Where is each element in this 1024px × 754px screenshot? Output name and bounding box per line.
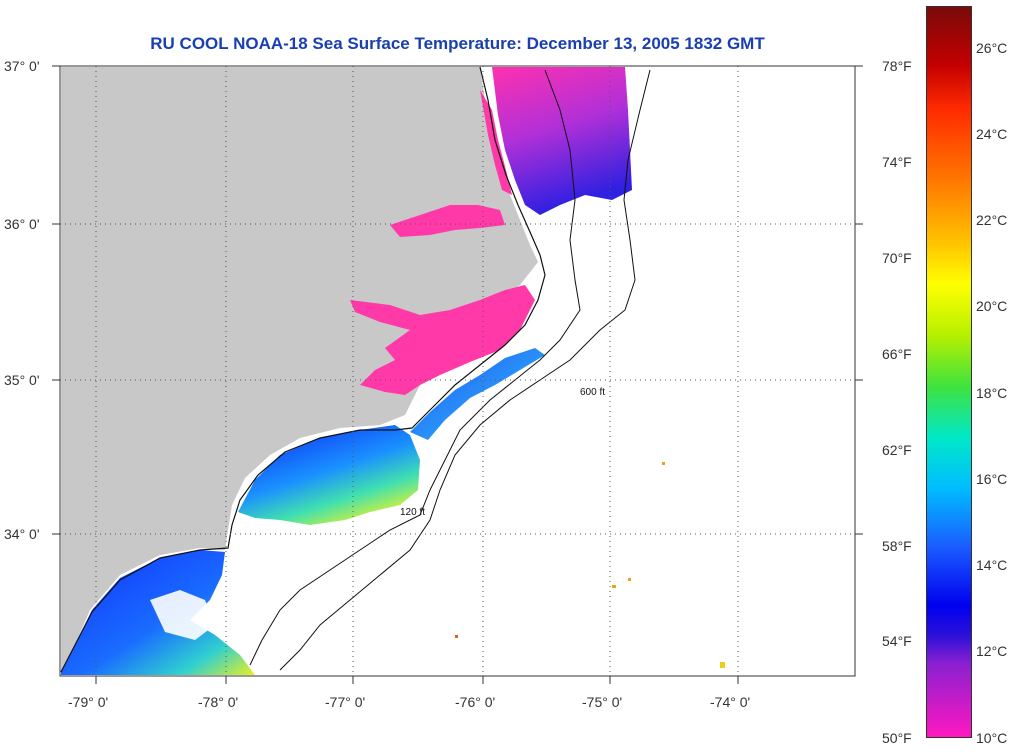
contour-120ft — [249, 69, 581, 666]
scale-c-16: 16°C — [976, 471, 1008, 487]
coastline — [60, 66, 546, 673]
lon-label-76: -76° 0' — [455, 694, 496, 710]
temperature-colorbar — [926, 6, 972, 738]
scale-c-14: 14°C — [976, 557, 1008, 573]
scale-c-12: 12°C — [976, 643, 1008, 659]
scale-f-62: 62°F — [882, 442, 912, 458]
scale-c-10: 10°C — [976, 730, 1008, 746]
cloud-gap — [150, 590, 215, 640]
contour-600ft — [279, 69, 651, 671]
contour-label-120: 120 ft — [400, 507, 425, 518]
north-water-patch — [492, 67, 632, 215]
pamlico-sound — [350, 285, 535, 395]
scale-c-24: 24°C — [976, 126, 1008, 142]
lat-label-37: 37° 0' — [4, 58, 40, 74]
scale-f-78: 78°F — [882, 58, 912, 74]
lat-label-35: 35° 0' — [4, 372, 40, 388]
map-title: RU COOL NOAA-18 Sea Surface Temperature:… — [150, 34, 765, 53]
scale-c-20: 20°C — [976, 298, 1008, 314]
lon-label-77: -77° 0' — [325, 694, 366, 710]
scale-c-22: 22°C — [976, 212, 1008, 228]
scale-f-74: 74°F — [882, 154, 912, 170]
scale-c-26: 26°C — [976, 40, 1008, 56]
lon-label-75: -75° 0' — [582, 694, 623, 710]
contour-label-600: 600 ft — [580, 387, 605, 398]
lon-label-79: -79° 0' — [68, 694, 109, 710]
cape-water-patch — [410, 348, 545, 440]
lat-label-36: 36° 0' — [4, 216, 40, 232]
lon-label-78: -78° 0' — [198, 694, 239, 710]
albemarle-sound — [390, 205, 505, 237]
scale-f-54: 54°F — [882, 633, 912, 649]
scale-c-18: 18°C — [976, 385, 1008, 401]
grid-lines — [60, 66, 855, 676]
scale-f-58: 58°F — [882, 538, 912, 554]
warm-pixels — [455, 462, 725, 668]
scale-f-66: 66°F — [882, 346, 912, 362]
axis-ticks — [52, 65, 863, 684]
scale-f-70: 70°F — [882, 250, 912, 266]
central-water-patch — [238, 425, 420, 525]
lat-label-34: 34° 0' — [4, 526, 40, 542]
scale-f-50: 50°F — [882, 730, 912, 746]
lon-label-74: -74° 0' — [710, 694, 751, 710]
